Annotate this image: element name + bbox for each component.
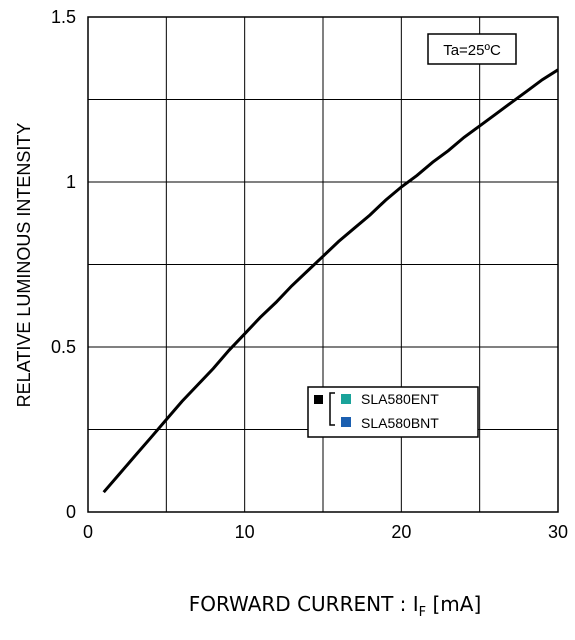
condition-box: Ta=25ºC: [427, 33, 517, 65]
y-tick-label: 0.5: [51, 337, 76, 357]
y-tick-label: 1.5: [51, 7, 76, 27]
legend-frame: [307, 386, 479, 438]
x-axis-title: FORWARD CURRENT : IF [mA]: [189, 592, 482, 620]
x-axis-title-subscript: F: [419, 605, 426, 620]
x-tick-label: 10: [235, 522, 255, 542]
legend-swatch-sla580ent: [341, 394, 351, 404]
legend-label-sla580bnt: SLA580BNT: [361, 415, 439, 431]
y-axis-title: RELATIVE LUMINOUS INTENSITY: [14, 123, 34, 408]
legend-bracket: [329, 392, 335, 426]
y-tick-label: 0: [66, 502, 76, 522]
series-line: [102, 68, 559, 494]
legend: SLA580ENT SLA580BNT: [307, 386, 479, 438]
plot-frame: [87, 16, 559, 513]
x-tick-label: 30: [548, 522, 568, 542]
tick-labels: 0 10 20 30 0 0.5 1 1.5: [51, 7, 568, 542]
x-tick-label: 0: [83, 522, 93, 542]
condition-label: Ta=25ºC: [443, 42, 501, 59]
condition-box-frame: [427, 33, 517, 65]
x-axis-title-unit: [mA]: [426, 592, 481, 616]
legend-marker-black: [314, 395, 323, 404]
x-tick-label: 20: [391, 522, 411, 542]
x-axis-title-main: FORWARD CURRENT : I: [189, 592, 419, 616]
legend-swatch-sla580bnt: [341, 417, 351, 427]
legend-label-sla580ent: SLA580ENT: [361, 391, 439, 407]
y-tick-label: 1: [66, 172, 76, 192]
